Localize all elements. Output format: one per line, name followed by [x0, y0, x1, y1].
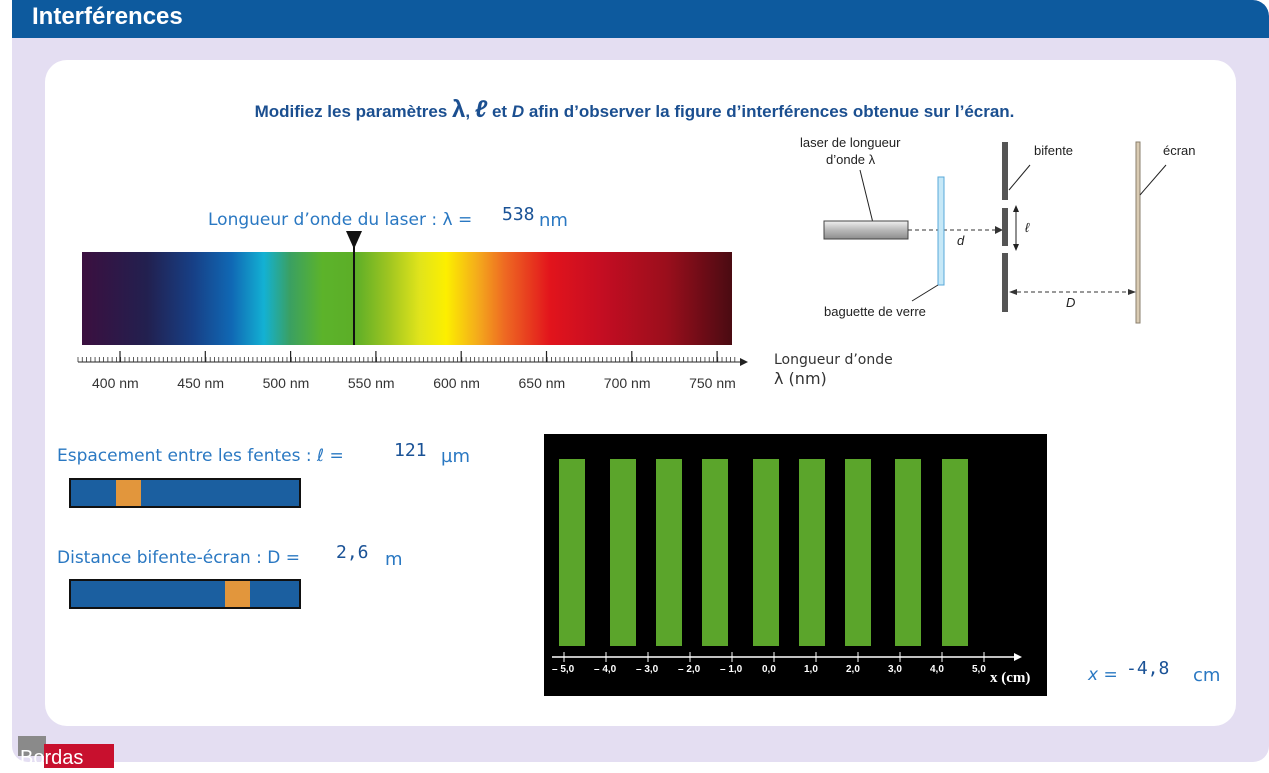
interference-screen[interactable]: x (cm) – 5,0 – 4,0 – 3,0 – 2,0 – 1,0 0,0 1,0 2,…: [544, 434, 1047, 696]
title-bar: Interférences: [12, 0, 1269, 38]
ruler-tick-label: 450 nm: [177, 375, 224, 391]
screen-tick-label: 2,0: [846, 664, 860, 675]
screen-tick-label: – 1,0: [720, 664, 743, 675]
wavelength-marker-line[interactable]: [353, 247, 355, 345]
bifente-bottom: [1002, 253, 1008, 312]
slit-spacing-slider[interactable]: [69, 478, 301, 508]
interference-fringe: [702, 459, 728, 646]
slit-spacing-slider-thumb[interactable]: [116, 480, 141, 506]
bordas-logo: Bordas: [18, 736, 114, 769]
diagram-d-label: d: [957, 233, 965, 248]
wavelength-spectrum-slider[interactable]: [82, 252, 732, 345]
screen-tick-label: – 5,0: [552, 664, 575, 675]
interference-fringe: [656, 459, 682, 646]
baguette-label: baguette de verre: [824, 304, 926, 319]
screen-tick-label: – 4,0: [594, 664, 617, 675]
screen-axis: [552, 652, 1022, 662]
interference-fringe: [753, 459, 779, 646]
ruler-tick-label: 650 nm: [518, 375, 566, 391]
ruler-tick-label: 750 nm: [689, 375, 736, 391]
ruler-tick-label: 550 nm: [347, 375, 395, 391]
slit-spacing-unit: µm: [441, 446, 470, 467]
instruction-text: Modifiez les paramètres λ, ℓ et D afin d…: [254, 96, 1015, 123]
wavelength-label: Longueur d’onde du laser : λ =: [208, 210, 473, 230]
cursor-x-label: x =: [1088, 665, 1118, 685]
bifente-middle: [1002, 208, 1008, 246]
screen-tick-label: 4,0: [930, 664, 944, 675]
wavelength-value: 538: [502, 204, 535, 225]
interference-fringe: [559, 459, 585, 646]
distance-value: 2,6: [336, 542, 369, 563]
interference-fringe: [799, 459, 825, 646]
wavelength-marker-handle[interactable]: [346, 231, 362, 249]
ruler-tick-label: 700 nm: [603, 375, 651, 391]
diagram-ell-label: ℓ: [1025, 220, 1030, 235]
ruler-tick-label: 400 nm: [92, 375, 139, 391]
spectrum-axis-title-2: λ (nm): [774, 369, 827, 388]
laser-device: [823, 220, 909, 240]
cursor-x-unit: cm: [1193, 665, 1221, 686]
slit-spacing-label: Espacement entre les fentes : ℓ =: [57, 446, 344, 466]
bifente-top: [1002, 142, 1008, 200]
screen-tick-label: 3,0: [888, 664, 902, 675]
laser-label-line1: laser de longueur: [800, 135, 901, 150]
interference-fringe: [942, 459, 968, 646]
glass-rod: [937, 176, 945, 286]
ecran-label: écran: [1163, 143, 1196, 158]
bifente-label: bifente: [1034, 143, 1073, 158]
cursor-x-value: -4,8: [1126, 658, 1170, 679]
ecran-bar: [1135, 141, 1141, 324]
screen-tick-label: – 2,0: [678, 664, 701, 675]
spectrum-ruler: [77, 351, 748, 366]
laser-label-line2: d’onde λ: [826, 152, 876, 167]
distance-slider-thumb[interactable]: [225, 581, 250, 607]
slit-spacing-value: 121: [394, 440, 427, 461]
screen-tick-label: 0,0: [762, 664, 776, 675]
interference-fringe: [895, 459, 921, 646]
distance-label: Distance bifente-écran : D =: [57, 548, 300, 568]
app-title: Interférences: [32, 3, 183, 30]
screen-axis-title: x (cm): [990, 670, 1031, 686]
distance-unit: m: [385, 549, 403, 570]
screen-tick-label: – 3,0: [636, 664, 659, 675]
interference-fringe: [610, 459, 636, 646]
setup-diagram: laser de longueur d’onde λ d baguette de…: [800, 135, 1196, 324]
interference-fringe: [845, 459, 871, 646]
screen-tick-label: 1,0: [804, 664, 818, 675]
ruler-tick-label: 600 nm: [433, 375, 480, 391]
distance-slider[interactable]: [69, 579, 301, 609]
wavelength-unit: nm: [539, 210, 568, 231]
diagram-D-label: D: [1066, 295, 1075, 310]
ruler-tick-label: 500 nm: [262, 375, 310, 391]
screen-tick-label: 5,0: [972, 664, 986, 675]
svg-text:Bordas: Bordas: [20, 747, 83, 769]
spectrum-axis-title-1: Longueur d’onde: [774, 352, 893, 368]
